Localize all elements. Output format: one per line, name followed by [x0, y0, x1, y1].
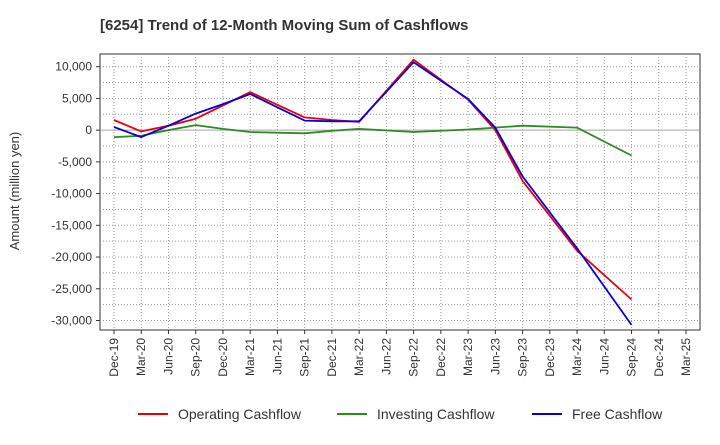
x-tick-label: Sep-23	[516, 338, 530, 377]
y-tick-label: -30,000	[51, 313, 92, 327]
x-tick-label: Jun-24	[597, 338, 611, 375]
legend: Operating Cashflow Investing Cashflow Free…	[138, 406, 663, 422]
y-tick-label: -20,000	[51, 250, 92, 264]
x-tick-label: Dec-22	[434, 338, 448, 377]
series-line-operating-cashflow	[113, 58, 633, 301]
x-tick-label: Dec-24	[652, 338, 666, 377]
y-tick-label: 0	[85, 123, 92, 137]
series-line-investing-cashflow	[113, 124, 632, 157]
x-tick-label: Dec-19	[107, 338, 121, 377]
x-tick-label: Dec-20	[216, 338, 230, 377]
x-tick-label: Sep-20	[189, 338, 203, 377]
y-tick-label: -15,000	[51, 218, 92, 232]
y-tick-label: -5,000	[58, 155, 92, 169]
x-tick-label: Jun-23	[488, 338, 502, 375]
legend-label-investing-cashflow: Investing Cashflow	[377, 406, 495, 422]
legend-label-operating-cashflow: Operating Cashflow	[178, 406, 302, 422]
y-axis-label: Amount (million yen)	[7, 132, 22, 251]
x-tick-label: Mar-21	[243, 338, 257, 376]
x-tick-label: Mar-24	[570, 338, 584, 376]
y-tick-label: -25,000	[51, 282, 92, 296]
x-tick-label: Jun-21	[270, 338, 284, 375]
x-tick-label: Mar-25	[679, 338, 693, 376]
series-lines	[113, 58, 633, 326]
series-line-free-cashflow	[113, 61, 633, 326]
grid-lines	[100, 54, 700, 330]
chart-title: [6254] Trend of 12-Month Moving Sum of C…	[100, 17, 468, 34]
x-tick-label: Mar-20	[134, 338, 148, 376]
y-tick-label: 10,000	[55, 60, 92, 74]
legend-label-free-cashflow: Free Cashflow	[572, 406, 663, 422]
x-tick-label: Sep-24	[625, 338, 639, 377]
y-tick-label: 5,000	[62, 91, 92, 105]
x-tick-label: Mar-22	[352, 338, 366, 376]
x-tick-label: Mar-23	[461, 338, 475, 376]
x-tick-label: Jun-22	[379, 338, 393, 375]
x-tick-label: Dec-21	[325, 338, 339, 377]
x-tick-label: Sep-22	[407, 338, 421, 377]
y-tick-label: -10,000	[51, 187, 92, 201]
x-axis-ticks: Dec-19 Mar-20 Jun-20 Sep-20 Dec-20 Mar-21 Jun-…	[107, 330, 693, 377]
y-axis-ticks: 10,000 5,000 0 -5,000 -10,000 -15,000 -20,000 -…	[51, 60, 100, 327]
plot-border	[99, 53, 701, 331]
plot-area	[99, 53, 701, 331]
x-tick-label: Jun-20	[161, 338, 175, 375]
x-tick-label: Dec-23	[543, 338, 557, 377]
x-tick-label: Sep-21	[298, 338, 312, 377]
